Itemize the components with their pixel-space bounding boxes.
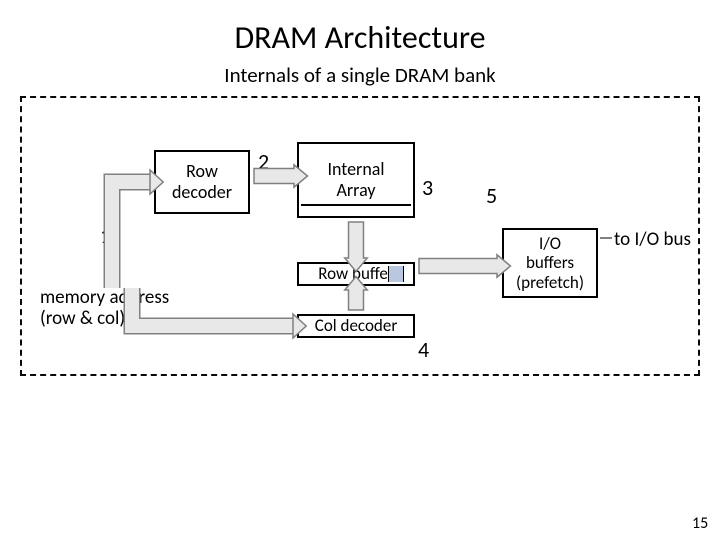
io-buffers-box: I/O buffers (prefetch): [502, 228, 598, 298]
to-io-bus-label: to I/O bus: [614, 230, 691, 251]
step-3: 3: [422, 174, 433, 201]
step-5: 5: [486, 182, 497, 209]
memory-address-label: memory address (row & col): [40, 288, 169, 330]
step-2: 2: [258, 148, 269, 175]
page-title: DRAM Architecture: [0, 18, 720, 57]
row-buffer-box: Row buffer: [297, 262, 415, 286]
page-subtitle: Internals of a single DRAM bank: [0, 62, 720, 88]
row-decoder-box: Row decoder: [154, 150, 250, 214]
internal-array-box: Internal Array: [297, 142, 415, 218]
step-1: 1: [100, 222, 111, 249]
slide-number: 15: [692, 514, 708, 533]
col-decoder-box: Col decoder: [297, 314, 415, 338]
step-4: 4: [418, 336, 429, 363]
